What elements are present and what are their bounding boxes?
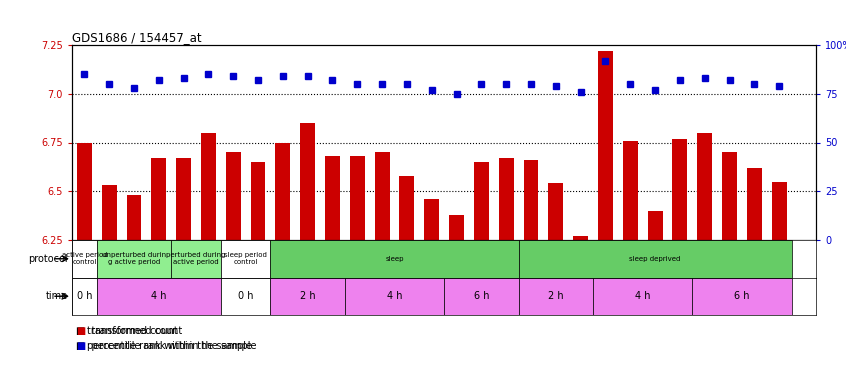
Text: time: time bbox=[46, 291, 68, 301]
Text: ■: ■ bbox=[76, 326, 85, 336]
Bar bbox=[623, 141, 638, 240]
Bar bbox=[697, 133, 712, 240]
Bar bbox=[747, 168, 761, 240]
Text: GDS1686 / 154457_at: GDS1686 / 154457_at bbox=[72, 31, 201, 44]
Text: 2 h: 2 h bbox=[548, 291, 563, 301]
Bar bbox=[499, 158, 514, 240]
Bar bbox=[226, 152, 240, 240]
Bar bbox=[96, 240, 171, 278]
Bar bbox=[399, 176, 415, 240]
Bar bbox=[375, 152, 389, 240]
Bar bbox=[722, 152, 737, 240]
Bar bbox=[350, 156, 365, 240]
Text: 0 h: 0 h bbox=[77, 291, 92, 301]
Bar bbox=[345, 278, 444, 315]
Bar bbox=[77, 142, 91, 240]
Text: 2 h: 2 h bbox=[299, 291, 316, 301]
Text: sleep period
control: sleep period control bbox=[224, 252, 267, 265]
Bar bbox=[648, 211, 662, 240]
Bar bbox=[96, 278, 221, 315]
Bar bbox=[176, 158, 191, 240]
Bar bbox=[574, 236, 588, 240]
Bar bbox=[276, 142, 290, 240]
Bar bbox=[221, 240, 271, 278]
Text: ■: ■ bbox=[76, 341, 85, 351]
Bar bbox=[524, 160, 538, 240]
Bar bbox=[271, 278, 345, 315]
Text: unperturbed durin
g active period: unperturbed durin g active period bbox=[102, 252, 166, 265]
Bar bbox=[325, 156, 340, 240]
Bar bbox=[221, 278, 271, 315]
Text: 6 h: 6 h bbox=[474, 291, 489, 301]
Text: 6 h: 6 h bbox=[734, 291, 750, 301]
Bar bbox=[102, 185, 117, 240]
Text: sleep deprived: sleep deprived bbox=[629, 256, 681, 262]
Bar bbox=[151, 158, 166, 240]
Bar bbox=[425, 199, 439, 240]
Text: perturbed during
active period: perturbed during active period bbox=[167, 252, 226, 265]
Text: ■  transformed count: ■ transformed count bbox=[76, 326, 183, 336]
Text: 0 h: 0 h bbox=[238, 291, 253, 301]
Bar bbox=[201, 133, 216, 240]
Text: active period
control: active period control bbox=[62, 252, 107, 265]
Text: sleep: sleep bbox=[385, 256, 404, 262]
Bar bbox=[772, 182, 787, 240]
Bar bbox=[692, 278, 792, 315]
Bar bbox=[171, 240, 221, 278]
Bar bbox=[673, 139, 687, 240]
Text: 4 h: 4 h bbox=[635, 291, 651, 301]
Text: percentile rank within the sample: percentile rank within the sample bbox=[87, 341, 252, 351]
Bar bbox=[300, 123, 315, 240]
Text: protocol: protocol bbox=[28, 254, 68, 264]
Text: 4 h: 4 h bbox=[387, 291, 402, 301]
Text: 4 h: 4 h bbox=[151, 291, 167, 301]
Bar bbox=[271, 240, 519, 278]
Text: ■  percentile rank within the sample: ■ percentile rank within the sample bbox=[76, 341, 256, 351]
Bar bbox=[593, 278, 692, 315]
Bar bbox=[250, 162, 266, 240]
Bar bbox=[72, 278, 96, 315]
Bar bbox=[127, 195, 141, 240]
Bar bbox=[449, 214, 464, 240]
Bar bbox=[444, 278, 519, 315]
Bar bbox=[598, 51, 613, 240]
Bar bbox=[548, 183, 563, 240]
Bar bbox=[519, 240, 792, 278]
Bar bbox=[519, 278, 593, 315]
Bar bbox=[72, 240, 96, 278]
Text: transformed count: transformed count bbox=[87, 326, 178, 336]
Bar bbox=[474, 162, 489, 240]
